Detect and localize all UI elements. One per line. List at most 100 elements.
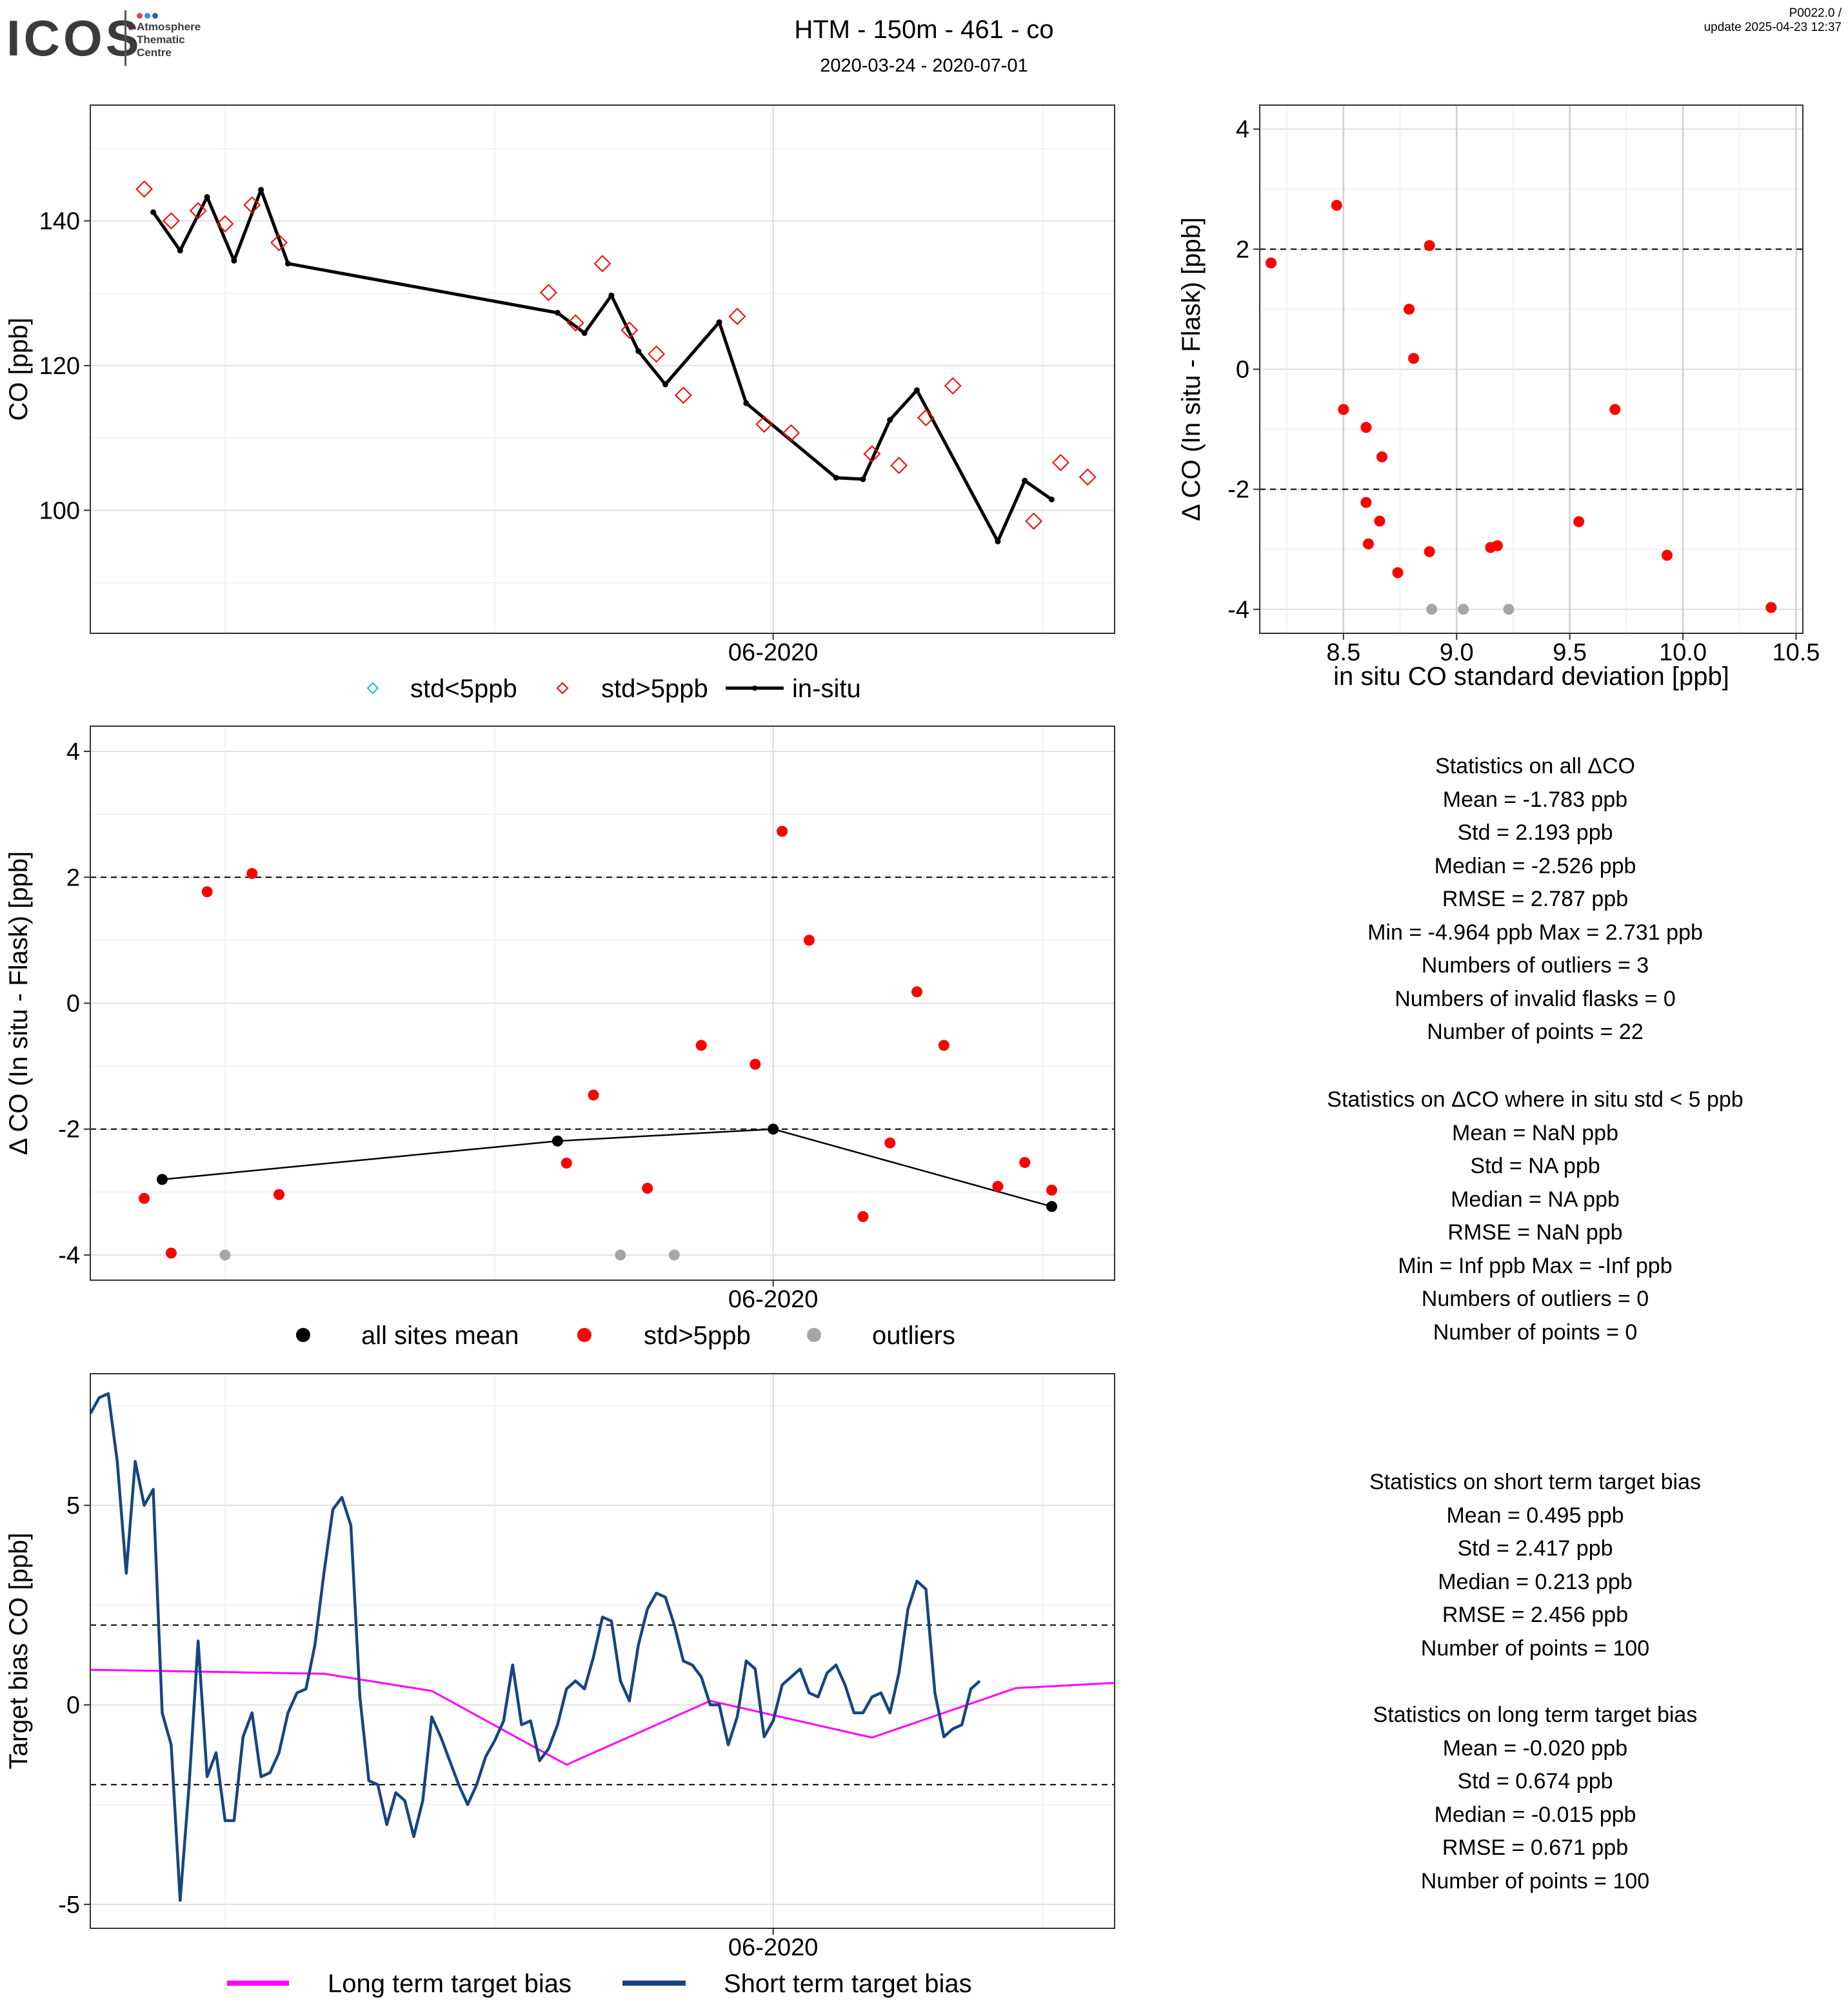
flask-diamond <box>755 415 773 433</box>
legend-label: Short term target bias <box>724 1970 972 1998</box>
stats-line: Numbers of invalid flasks = 0 <box>1395 986 1676 1011</box>
stats-line: Std = 0.674 ppb <box>1457 1769 1613 1794</box>
stats-line: Std = 2.193 ppb <box>1457 820 1613 845</box>
stats-line: RMSE = NaN ppb <box>1447 1220 1623 1245</box>
y-tick-label: 0 <box>1236 357 1249 384</box>
in-situ-point <box>150 209 157 215</box>
legend-target-bias: Long term target bias Short term target b… <box>227 1970 972 1998</box>
std-high-point <box>1573 516 1585 528</box>
all-sites-mean-point <box>551 1135 563 1147</box>
flask-diamond <box>648 345 665 363</box>
std-high-point <box>695 1040 707 1051</box>
stats-line: Number of points = 0 <box>1433 1320 1638 1345</box>
version-line: P0022.0 / <box>1789 6 1842 20</box>
in-situ-line <box>152 188 1053 544</box>
stats-heading: Statistics on long term target bias <box>1373 1703 1698 1727</box>
flask-diamond <box>863 445 881 463</box>
legend-label: in-situ <box>792 675 861 703</box>
legend-label: std>5ppb <box>601 675 708 703</box>
in-situ-point <box>231 257 237 264</box>
y-tick-label: 2 <box>1236 236 1249 263</box>
legend-label: std>5ppb <box>644 1321 751 1350</box>
in-situ-point <box>833 475 839 481</box>
in-situ-point <box>177 248 183 254</box>
logo-subtitle: Atmosphere Thematic Centre <box>137 21 201 59</box>
std-high-point <box>1331 199 1342 211</box>
std-high-point <box>246 867 258 879</box>
std-high-point <box>1376 451 1387 462</box>
std-high-point <box>1266 257 1277 269</box>
page-title: HTM - 150m - 461 - co <box>794 15 1054 44</box>
std-high-point <box>273 1189 285 1200</box>
page-subtitle: 2020-03-24 - 2020-07-01 <box>820 55 1028 76</box>
x-tick-label: 8.5 <box>1326 639 1360 666</box>
plot-border <box>90 104 1115 634</box>
logo-divider <box>124 10 126 66</box>
x-tick-label: 9.5 <box>1553 639 1587 666</box>
flask-diamond <box>917 409 935 427</box>
std-high-point <box>139 1192 150 1204</box>
stats-line: Median = -0.015 ppb <box>1434 1802 1636 1827</box>
logo-subtitle-line: Centre <box>137 46 172 59</box>
flask-diamond <box>621 321 639 339</box>
legend-label: Long term target bias <box>328 1970 571 1998</box>
stats-line: Std = NA ppb <box>1470 1154 1600 1178</box>
y-axis-label: Δ CO (In situ - Flask) [ppb] <box>5 851 33 1155</box>
all-sites-mean-line <box>162 1128 1052 1207</box>
flask-diamond <box>944 377 962 395</box>
outlier-point <box>219 1249 231 1261</box>
std-high-point <box>803 934 815 946</box>
y-tick-label: 5 <box>66 1492 80 1519</box>
outlier-point <box>1503 604 1515 615</box>
in-situ-point <box>608 292 615 299</box>
flask-diamond <box>728 308 746 326</box>
outlier-point <box>1426 604 1438 615</box>
std-high-point <box>1408 353 1420 364</box>
std-high-point <box>857 1211 869 1222</box>
std-high-point <box>777 826 788 837</box>
update-line: update 2025-04-23 12:37 <box>1704 21 1842 34</box>
y-axis-label: Δ CO (In situ - Flask) [ppb] <box>1177 217 1206 521</box>
std-high-point <box>1019 1156 1031 1168</box>
y-tick-label: 4 <box>66 738 80 766</box>
stats-line: Mean = 0.495 ppb <box>1446 1503 1624 1528</box>
y-tick-label: -2 <box>1227 477 1249 504</box>
flask-diamond <box>1025 512 1043 530</box>
std-high-point <box>911 986 923 998</box>
flask-diamond <box>243 196 261 214</box>
stats-line: Min = -4.964 ppb Max = 2.731 ppb <box>1367 920 1703 945</box>
x-tick-label: 06-2020 <box>728 1286 818 1313</box>
std-high-point <box>884 1137 896 1149</box>
std-high-point <box>1491 540 1503 551</box>
logo-subtitle-line: Atmosphere <box>137 21 201 33</box>
logo-dot <box>137 13 143 19</box>
logo-dots-icon <box>137 10 160 22</box>
stats-short-term-bias: Statistics on short term target bias Mean… <box>1226 1466 1845 1665</box>
logo-subtitle-line: Thematic <box>137 34 185 46</box>
x-tick-label: 06-2020 <box>728 1934 818 1961</box>
std-high-point <box>1046 1184 1057 1196</box>
short-term-bias-line <box>90 1392 981 1902</box>
stats-line: Median = NA ppb <box>1451 1187 1620 1212</box>
in-situ-point <box>554 310 561 316</box>
legend-label: all sites mean <box>361 1321 519 1350</box>
stats-line: Numbers of outliers = 0 <box>1421 1287 1649 1311</box>
y-tick-label: -2 <box>58 1116 80 1143</box>
in-situ-point <box>581 330 588 336</box>
in-situ-point <box>635 348 642 354</box>
std-high-point <box>642 1182 653 1194</box>
in-situ-point <box>1022 477 1028 484</box>
in-situ-point <box>662 381 669 388</box>
plot-border <box>90 1373 1115 1929</box>
stats-line: Number of points = 100 <box>1420 1868 1650 1893</box>
stats-low-std-delta: Statistics on ΔCO where in situ std < 5 … <box>1226 1083 1845 1349</box>
delta-vs-std-panel: -4 -2 0 2 4 8.5 9.0 9.5 10.0 10.5 in situ CO stand… <box>1177 104 1820 691</box>
y-tick-label: 4 <box>1236 116 1249 143</box>
stats-line: Number of points = 100 <box>1420 1636 1650 1661</box>
flask-diamond <box>1052 453 1069 471</box>
legend-label: std<5ppb <box>410 675 517 703</box>
y-tick-label: 0 <box>66 991 80 1018</box>
flask-diamond <box>270 233 288 252</box>
long-term-bias-line <box>90 1668 1115 1766</box>
